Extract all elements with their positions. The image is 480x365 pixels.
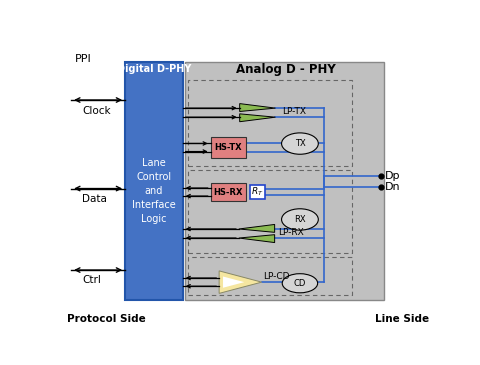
Polygon shape: [219, 271, 262, 293]
Text: Clock: Clock: [83, 106, 111, 116]
Text: TX: TX: [295, 139, 305, 148]
Text: Protocol Side: Protocol Side: [67, 314, 146, 324]
Bar: [188, 80, 352, 166]
Bar: [188, 170, 352, 253]
Text: HS-TX: HS-TX: [215, 143, 242, 152]
Text: PPI: PPI: [75, 54, 92, 64]
Text: Dn: Dn: [384, 182, 400, 192]
Bar: [211, 183, 246, 201]
Polygon shape: [239, 224, 275, 233]
Text: LP-CD: LP-CD: [264, 272, 290, 281]
Bar: [125, 62, 183, 300]
Text: Analog D - PHY: Analog D - PHY: [236, 63, 336, 76]
Ellipse shape: [282, 133, 318, 154]
Text: CD: CD: [294, 279, 306, 288]
Text: LP-TX: LP-TX: [282, 107, 306, 116]
Text: LP-RX: LP-RX: [278, 228, 304, 237]
Ellipse shape: [282, 209, 318, 230]
Polygon shape: [240, 114, 276, 122]
Polygon shape: [223, 277, 244, 288]
Ellipse shape: [282, 274, 318, 293]
Text: Digital D-PHY: Digital D-PHY: [117, 64, 191, 74]
Text: $R_T$: $R_T$: [251, 186, 264, 198]
Bar: [211, 137, 246, 158]
Polygon shape: [240, 104, 276, 111]
Bar: [185, 62, 384, 300]
Text: Dp: Dp: [384, 171, 400, 181]
Text: RX: RX: [294, 215, 306, 224]
Polygon shape: [239, 235, 275, 243]
Text: Ctrl: Ctrl: [83, 276, 101, 285]
Bar: [250, 185, 265, 199]
Text: Line Side: Line Side: [375, 314, 429, 324]
Bar: [188, 257, 352, 295]
Text: HS-RX: HS-RX: [214, 188, 243, 197]
Text: Lane
Control
and
Interface
Logic: Lane Control and Interface Logic: [132, 158, 176, 224]
Text: Data: Data: [83, 194, 107, 204]
